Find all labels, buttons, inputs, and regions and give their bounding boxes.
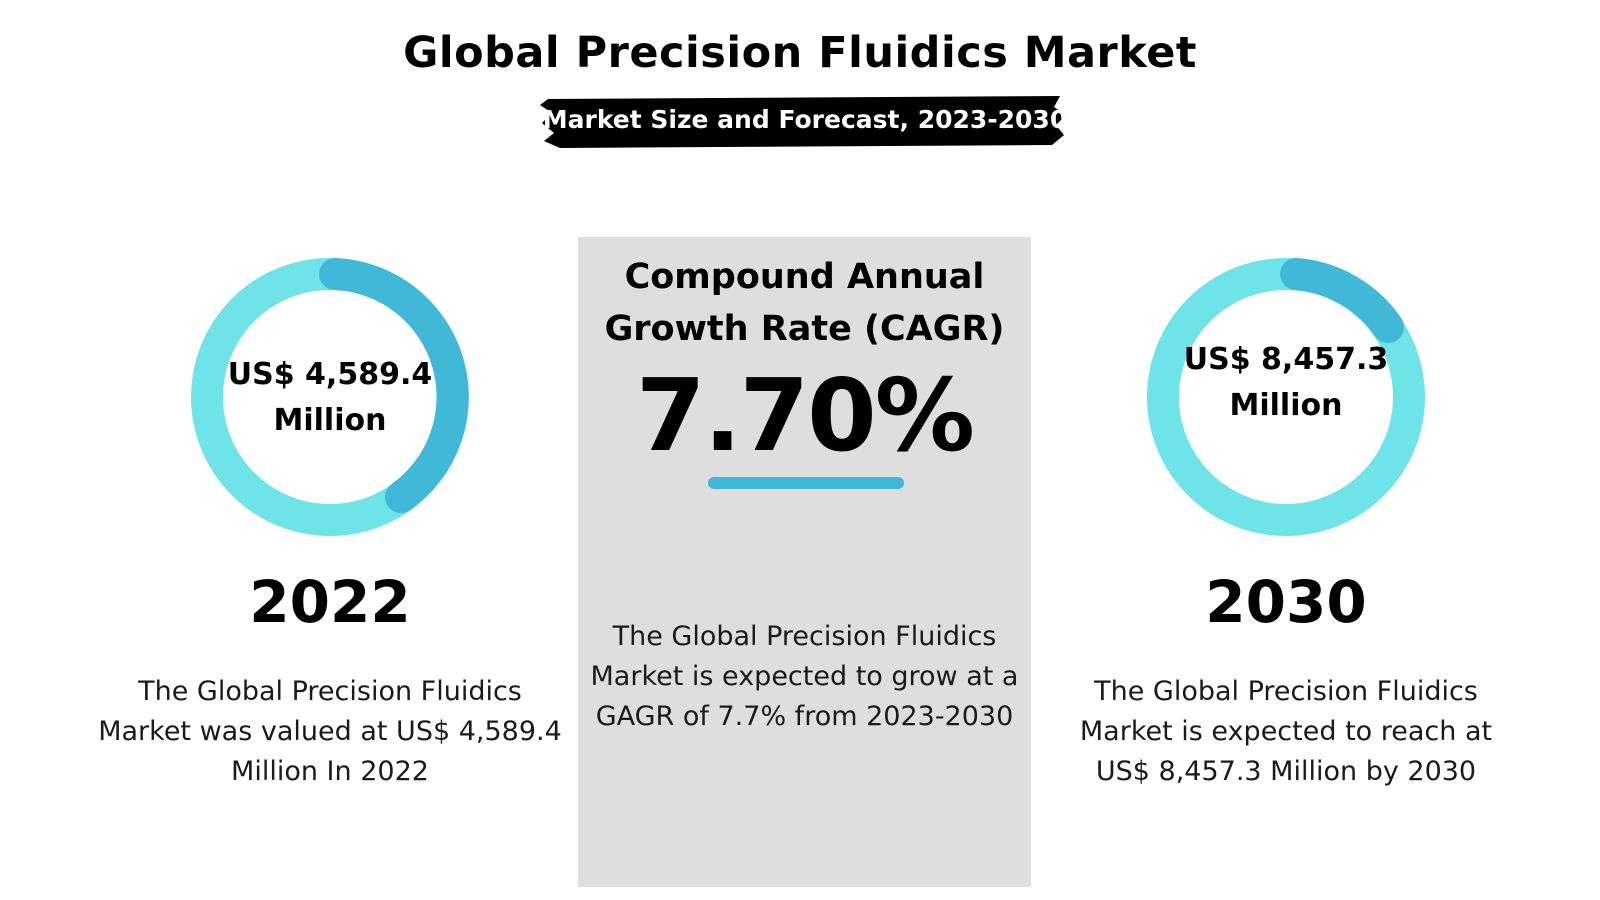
desc-line: Million In 2022 (231, 756, 429, 787)
desc-line: The Global Precision Fluidics (612, 621, 997, 652)
subtitle-banner: Market Size and Forecast, 2023-2030 (540, 93, 1070, 151)
desc-line: Market was valued at US$ 4,589.4 (98, 716, 562, 747)
ring-value-2022: US$ 4,589.4 Million (210, 352, 450, 444)
ring-value-amount: US$ 4,589.4 (227, 357, 433, 392)
year-label-2022: 2022 (249, 568, 411, 636)
ring-2030: US$ 8,457.3 Million (1146, 257, 1426, 537)
brush-stroke-shape (540, 96, 1066, 148)
desc-line: US$ 8,457.3 Million by 2030 (1095, 756, 1477, 787)
year-label-2030: 2030 (1205, 568, 1367, 636)
cagr-heading-line: Growth Rate (CAGR) (604, 309, 1005, 349)
desc-line: The Global Precision Fluidics (1094, 676, 1478, 707)
cagr-heading-line: Compound Annual (624, 257, 985, 297)
donut-ring-2030 (1147, 258, 1425, 536)
page-subtitle: Market Size and Forecast, 2023-2030 (542, 105, 1068, 134)
desc-line: GAGR of 7.7% from 2023-2030 (595, 701, 1014, 732)
ring-value-unit: Million (1229, 388, 1343, 423)
desc-line: Market is expected to grow at a (590, 661, 1019, 692)
ring-value-unit: Million (273, 403, 387, 438)
cagr-underline (708, 477, 904, 489)
ring-value-2030: US$ 8,457.3 Million (1166, 337, 1406, 429)
page-title: Global Precision Fluidics Market (403, 28, 1197, 78)
ring-2022: US$ 4,589.4 Million (190, 257, 470, 537)
desc-2030: The Global Precision Fluidics Market is … (1041, 672, 1531, 792)
ring-value-amount: US$ 8,457.3 (1183, 342, 1389, 377)
desc-line: Market is expected to reach at (1079, 716, 1493, 747)
cagr-panel: Compound Annual Growth Rate (CAGR) 7.70%… (578, 237, 1031, 887)
donut-ring-2022 (191, 258, 469, 536)
cagr-heading: Compound Annual Growth Rate (CAGR) (578, 251, 1031, 355)
cagr-value: 7.70% (636, 357, 975, 474)
desc-line: The Global Precision Fluidics (138, 676, 522, 707)
cagr-desc: The Global Precision Fluidics Market is … (578, 617, 1031, 737)
desc-2022: The Global Precision Fluidics Market was… (85, 672, 575, 792)
